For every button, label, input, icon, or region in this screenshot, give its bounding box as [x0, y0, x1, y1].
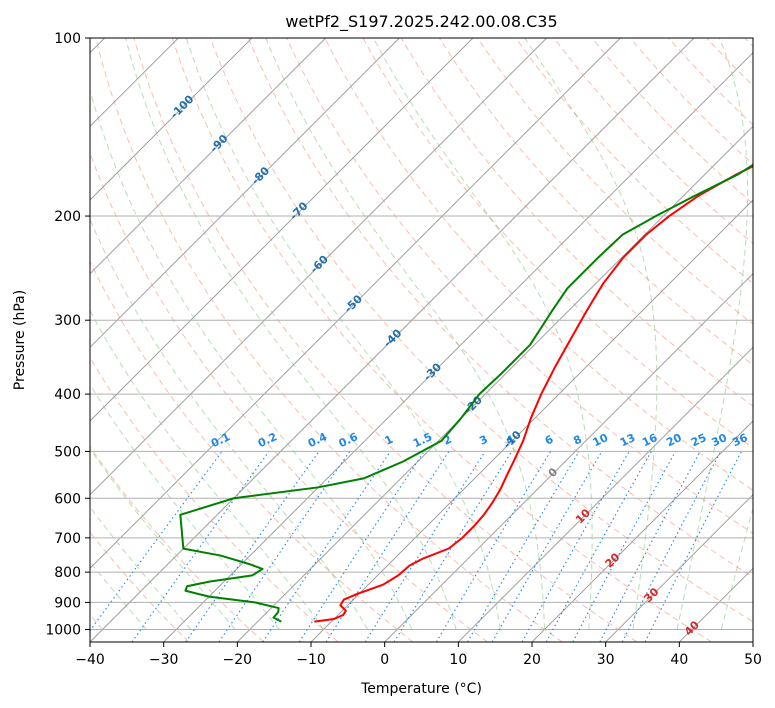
moist-adiabat [185, 38, 501, 630]
isotherm [163, 51, 753, 642]
y-axis-title: Pressure (hPa) [12, 290, 28, 390]
x-axis-title: Temperature (°C) [360, 681, 482, 697]
plot-frame [89, 37, 754, 643]
isotherm [236, 125, 753, 642]
x-tick-label: −10 [296, 652, 326, 668]
dry-adiabat [248, 38, 753, 578]
dry-adiabat [515, 38, 753, 285]
moist-adiabat [90, 506, 192, 630]
isotherm [531, 420, 753, 642]
y-tick-label: 100 [54, 31, 81, 47]
moist-adiabat [90, 88, 413, 630]
mixing-ratio-line [572, 451, 677, 642]
dry-adiabat [286, 38, 753, 534]
isotherm [310, 199, 753, 642]
temperature-profile [314, 165, 753, 623]
mixing-ratio-label: 16 [640, 431, 660, 449]
y-tick-label: 400 [54, 387, 81, 403]
y-tick-label: 600 [54, 491, 81, 507]
mixing-ratio-label: 10 [591, 431, 611, 449]
moist-adiabat [676, 38, 749, 630]
mixing-ratio-line [644, 451, 742, 642]
isotherm [90, 38, 327, 275]
moist-adiabat [90, 218, 369, 630]
y-tick-label: 200 [54, 209, 81, 225]
chart-title: wetPf2_S197.2025.242.00.08.C35 [285, 12, 557, 32]
x-tick-label: 40 [670, 652, 688, 668]
moist-adiabat [90, 447, 236, 630]
moist-adiabat [265, 38, 546, 630]
dewpoint-profile [179, 163, 753, 623]
x-tick-label: −30 [149, 652, 179, 668]
mixing-ratio-line [298, 451, 425, 642]
y-tick-label: 800 [54, 565, 81, 581]
isotherm [457, 346, 753, 642]
x-tick-label: 10 [449, 652, 467, 668]
dry-adiabat [324, 38, 753, 491]
isotherm [384, 272, 753, 642]
moist-adiabat [90, 309, 324, 630]
y-tick-label: 700 [54, 531, 81, 547]
dry-adiabat [171, 38, 712, 642]
y-tick-label: 500 [54, 444, 81, 460]
mixing-ratio-label: 25 [689, 431, 708, 449]
mixing-ratio-line [435, 451, 552, 642]
mixing-ratio-line [325, 451, 450, 642]
moist-adiabat [720, 506, 753, 630]
x-tick-label: 20 [523, 652, 541, 668]
dry-adiabat [133, 38, 638, 642]
moist-adiabat [125, 38, 457, 630]
y-tick-label: 900 [54, 595, 81, 611]
moist-adiabat [373, 38, 593, 630]
mixing-ratio-line [262, 451, 391, 642]
y-tick-label: 300 [54, 313, 81, 329]
x-tick-label: 30 [597, 652, 615, 668]
mixing-ratio-line [185, 451, 320, 642]
isotherm [90, 38, 548, 496]
dry-adiabat [90, 445, 264, 642]
mixing-ratio-label: 36 [730, 431, 750, 449]
mixing-ratio-line [131, 451, 270, 642]
mixing-ratio-label: 30 [710, 431, 730, 449]
mixing-ratio-line [393, 451, 513, 642]
dry-adiabat [209, 38, 753, 623]
isotherm [90, 38, 253, 201]
x-tick-label: −40 [75, 652, 105, 668]
isotherm [90, 38, 474, 422]
mixing-ratio-line [545, 451, 652, 642]
y-tick-label: 1000 [45, 622, 81, 638]
moist-adiabat [524, 38, 658, 630]
moist-adiabat [90, 383, 280, 630]
mixing-ratio-label: 13 [618, 431, 637, 449]
mixing-ratio-line [467, 451, 580, 642]
mixing-ratio-line [364, 451, 486, 642]
x-tick-label: −20 [223, 652, 253, 668]
dry-adiabat [90, 260, 414, 642]
x-tick-label: 50 [744, 652, 762, 668]
dry-adiabat [95, 38, 563, 642]
isotherm [90, 38, 621, 570]
isotherm [90, 38, 400, 349]
x-tick-label: 0 [380, 652, 389, 668]
mixing-ratio-label: 20 [664, 431, 684, 449]
axes: −40 −30 −20 −10 0 10 20 30 40 50 100 200 300 400 500 60… [45, 31, 762, 668]
mixing-ratio-line [218, 451, 351, 642]
moist-adiabat [90, 561, 148, 630]
isotherm [605, 493, 753, 642]
isotherm [90, 38, 695, 642]
